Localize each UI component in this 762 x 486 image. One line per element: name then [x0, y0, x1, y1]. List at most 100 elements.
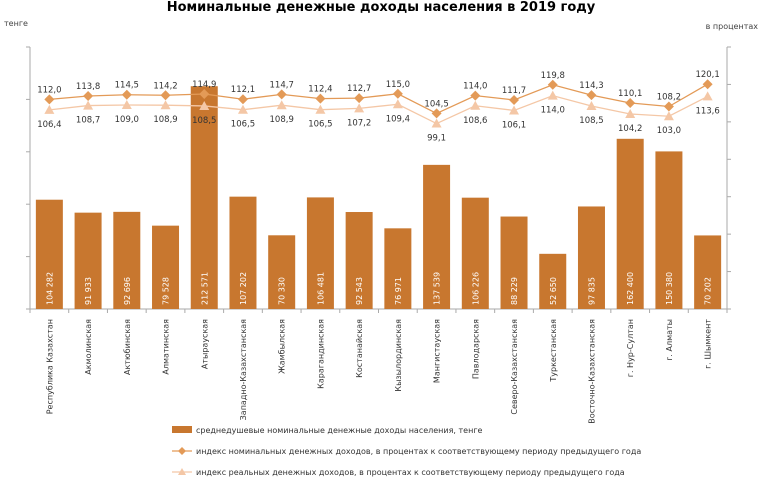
point-triangle	[276, 100, 287, 110]
legend-label: индекс номинальных денежных доходов, в п…	[196, 447, 641, 456]
bar	[423, 164, 451, 309]
data-label: 115,0	[386, 80, 410, 90]
bar-label: 107 202	[239, 272, 248, 305]
point-triangle	[315, 104, 326, 114]
bar-label: 79 528	[162, 277, 171, 305]
point-triangle	[199, 100, 210, 110]
data-label: 114,3	[579, 81, 603, 91]
legend-label: среднедушевые номинальные денежные доход…	[196, 426, 483, 435]
bar	[152, 225, 180, 309]
point-diamond	[44, 94, 55, 105]
bar	[577, 206, 605, 309]
data-label: 108,5	[192, 116, 216, 126]
category-label: Мангистауская	[433, 319, 442, 383]
series-line	[49, 83, 708, 115]
bar-label: 88 229	[510, 277, 519, 305]
point-triangle	[702, 91, 713, 101]
data-label: 113,6	[695, 106, 719, 116]
data-label: 106,4	[37, 120, 61, 130]
category-label: Карагандинская	[316, 319, 325, 389]
bar-label: 92 696	[123, 277, 132, 305]
data-label: 110,1	[618, 89, 642, 99]
bar-label: 70 330	[278, 277, 287, 305]
bar-label: 150 380	[665, 272, 674, 305]
bar-label: 212 571	[200, 272, 209, 305]
point-triangle	[509, 105, 520, 115]
data-label: 108,7	[76, 116, 100, 126]
legend-label: индекс реальных денежных доходов, в проц…	[196, 468, 625, 477]
data-label: 111,7	[502, 86, 526, 96]
point-triangle	[160, 100, 171, 110]
bar	[500, 216, 528, 309]
bar-label: 104 282	[45, 272, 54, 305]
data-label: 112,0	[37, 85, 61, 95]
bar	[655, 151, 683, 309]
category-label: г. Нур-Султан	[626, 319, 635, 377]
data-label: 99,1	[427, 134, 446, 144]
data-label: 104,5	[424, 99, 448, 109]
point-diamond	[392, 88, 403, 99]
category-label: г. Шымкент	[704, 319, 713, 369]
point-triangle	[431, 118, 442, 128]
bar-label: 91 933	[84, 277, 93, 305]
category-label: Алматинская	[162, 319, 171, 375]
legend-swatch-bar	[172, 426, 192, 433]
point-diamond	[83, 91, 94, 102]
point-triangle	[44, 104, 55, 114]
data-label: 103,0	[657, 126, 681, 136]
data-label: 120,1	[695, 70, 719, 80]
category-label: Жамбылская	[278, 319, 287, 374]
right-axis-unit: в процентах	[705, 22, 758, 31]
legend-marker-diamond	[178, 447, 186, 455]
point-diamond	[431, 108, 442, 119]
point-triangle	[470, 100, 481, 110]
data-label: 106,5	[231, 120, 255, 130]
data-label: 114,7	[270, 80, 294, 90]
bar	[268, 235, 296, 309]
data-label: 104,2	[618, 124, 642, 134]
category-label: Атырауская	[200, 319, 209, 369]
category-label: г. Алматы	[665, 319, 674, 361]
point-diamond	[237, 94, 248, 105]
bar-label: 97 835	[587, 277, 596, 305]
data-label: 106,5	[308, 120, 332, 130]
data-label: 119,8	[541, 71, 565, 81]
bar	[616, 138, 644, 309]
category-label: Восточно-Казахстанская	[587, 319, 596, 424]
bar-label: 70 202	[704, 277, 713, 305]
data-label: 108,9	[153, 115, 177, 125]
category-label: Северо-Казахстанская	[510, 319, 519, 415]
point-triangle	[237, 104, 248, 114]
data-label: 114,0	[463, 82, 487, 92]
bar	[306, 197, 334, 309]
left-axis-unit: тенге	[4, 19, 28, 28]
data-label: 113,8	[76, 82, 100, 92]
point-diamond	[586, 90, 597, 101]
point-diamond	[160, 90, 171, 101]
bar	[35, 199, 63, 309]
point-diamond	[470, 90, 481, 101]
bar-label: 76 971	[394, 277, 403, 305]
point-triangle	[83, 100, 94, 110]
category-label: Актюбинская	[123, 319, 132, 375]
bar	[345, 212, 373, 309]
point-diamond	[663, 101, 674, 112]
point-triangle	[586, 100, 597, 110]
data-label: 114,0	[541, 106, 565, 116]
bar	[229, 196, 257, 309]
point-diamond	[354, 93, 365, 104]
category-label: Акмолинская	[84, 319, 93, 375]
point-diamond	[509, 94, 520, 105]
data-label: 114,5	[115, 81, 139, 91]
data-label: 108,2	[657, 93, 681, 103]
bar	[190, 86, 218, 310]
data-label: 114,2	[153, 81, 177, 91]
point-triangle	[121, 100, 132, 110]
bar	[113, 211, 141, 309]
data-label: 108,5	[579, 116, 603, 126]
point-diamond	[199, 88, 210, 99]
data-label: 107,2	[347, 118, 371, 128]
series-line	[49, 94, 708, 125]
